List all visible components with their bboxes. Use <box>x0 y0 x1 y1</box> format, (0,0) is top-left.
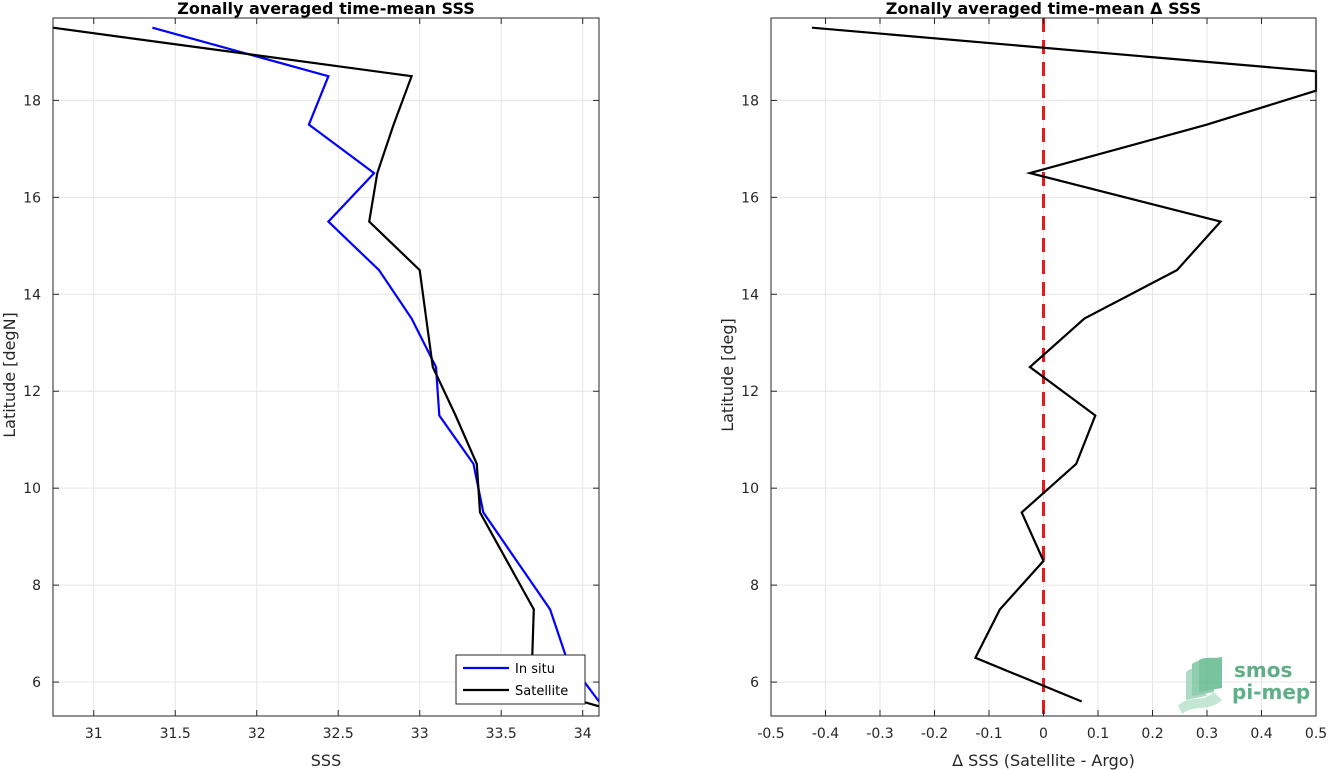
x-tick-label: 0.5 <box>1305 726 1327 742</box>
x-axis-label: SSS <box>311 751 341 770</box>
x-tick-label: -0.5 <box>757 726 784 742</box>
ticks: -0.5 -0.4 -0.3 -0.2 -0.1 0 0.1 0.2 0.3 0.4 0.5 6 8 10… <box>741 18 1327 742</box>
y-tick-label: 12 <box>741 384 759 400</box>
y-tick-label: 10 <box>23 481 41 497</box>
legend-label-in-situ: In situ <box>515 662 555 677</box>
series-line-satellite <box>52 26 600 708</box>
x-tick-label: 0 <box>1039 726 1048 742</box>
y-tick-label: 14 <box>741 287 759 303</box>
y-tick-label: 18 <box>23 93 41 109</box>
x-tick-label: 0.2 <box>1141 726 1163 742</box>
plot-area <box>53 18 599 716</box>
y-tick-label: 16 <box>741 190 759 206</box>
y-axis-label: Latitude [deg] <box>718 318 737 432</box>
chart-title: Zonally averaged time-mean SSS <box>177 0 475 18</box>
x-tick-label: 34 <box>574 726 592 742</box>
x-tick-label: 32 <box>248 726 266 742</box>
legend-box <box>455 654 586 705</box>
series-group <box>811 26 1318 703</box>
x-tick-label: 33.5 <box>486 726 517 742</box>
y-tick-label: 14 <box>23 287 41 303</box>
series-group <box>52 26 600 708</box>
x-tick-label: -0.2 <box>921 726 948 742</box>
x-tick-label: 31 <box>85 726 103 742</box>
ticks: 31 31.5 32 32.5 33 33.5 34 6 8 10 12 14 16 18 <box>23 18 599 742</box>
y-tick-label: 6 <box>750 675 759 691</box>
x-tick-label: 31.5 <box>160 726 191 742</box>
logo-waves-icon <box>1178 657 1222 714</box>
series-line-series-0 <box>811 26 1318 703</box>
y-tick-label: 10 <box>741 481 759 497</box>
series-line-in-situ <box>152 26 600 703</box>
x-tick-label: 33 <box>411 726 429 742</box>
x-tick-label: -0.1 <box>975 726 1002 742</box>
smos-pi-mep-logo: smos pi-mep <box>1178 657 1310 714</box>
y-tick-label: 8 <box>32 578 41 594</box>
x-tick-label: 0.3 <box>1196 726 1218 742</box>
panel-delta-sss: -0.5 -0.4 -0.3 -0.2 -0.1 0 0.1 0.2 0.3 0.4 0.5 6 8 10… <box>718 0 1327 770</box>
legend-label-satellite: Satellite <box>515 684 568 699</box>
legend: In situ Satellite <box>455 654 586 705</box>
x-tick-label: -0.3 <box>866 726 893 742</box>
y-tick-label: 12 <box>23 384 41 400</box>
y-tick-label: 16 <box>23 190 41 206</box>
x-tick-label: -0.4 <box>812 726 839 742</box>
x-axis-label: Δ SSS (Satellite - Argo) <box>952 751 1135 770</box>
y-tick-label: 8 <box>750 578 759 594</box>
axes-box <box>52 17 600 717</box>
x-tick-label: 0.4 <box>1250 726 1272 742</box>
logo-line2: pi-mep <box>1232 680 1310 704</box>
grid <box>53 18 599 716</box>
logo-line1: smos <box>1234 658 1292 682</box>
y-tick-label: 18 <box>741 93 759 109</box>
y-axis-label: Latitude [degN] <box>0 312 19 438</box>
y-tick-label: 6 <box>32 675 41 691</box>
x-tick-label: 32.5 <box>323 726 354 742</box>
chart-title: Zonally averaged time-mean Δ SSS <box>886 0 1202 18</box>
x-tick-label: 0.1 <box>1087 726 1109 742</box>
panel-sss: 31 31.5 32 32.5 33 33.5 34 6 8 10 12 14 16 18 Zonally… <box>0 0 600 770</box>
